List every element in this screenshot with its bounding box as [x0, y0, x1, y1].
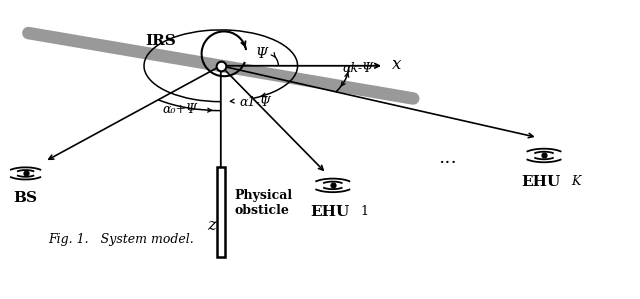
Text: α1-Ψ: α1-Ψ: [239, 96, 271, 109]
Text: 1: 1: [360, 205, 369, 218]
Bar: [217, 167, 225, 257]
Text: BS: BS: [13, 191, 38, 205]
Text: Fig. 1.   System model.: Fig. 1. System model.: [48, 233, 194, 246]
Text: Ψ: Ψ: [256, 47, 268, 61]
Text: α₀+Ψ: α₀+Ψ: [163, 103, 197, 116]
Text: Physical
obsticle: Physical obsticle: [234, 189, 292, 217]
Text: x: x: [392, 56, 401, 73]
Text: ...: ...: [438, 150, 458, 167]
Text: αk-Ψ: αk-Ψ: [342, 62, 374, 75]
Text: z: z: [207, 217, 216, 234]
Text: IRS: IRS: [145, 34, 176, 48]
Text: EHU: EHU: [521, 175, 561, 189]
Text: EHU: EHU: [310, 205, 349, 219]
Text: K: K: [572, 175, 581, 188]
